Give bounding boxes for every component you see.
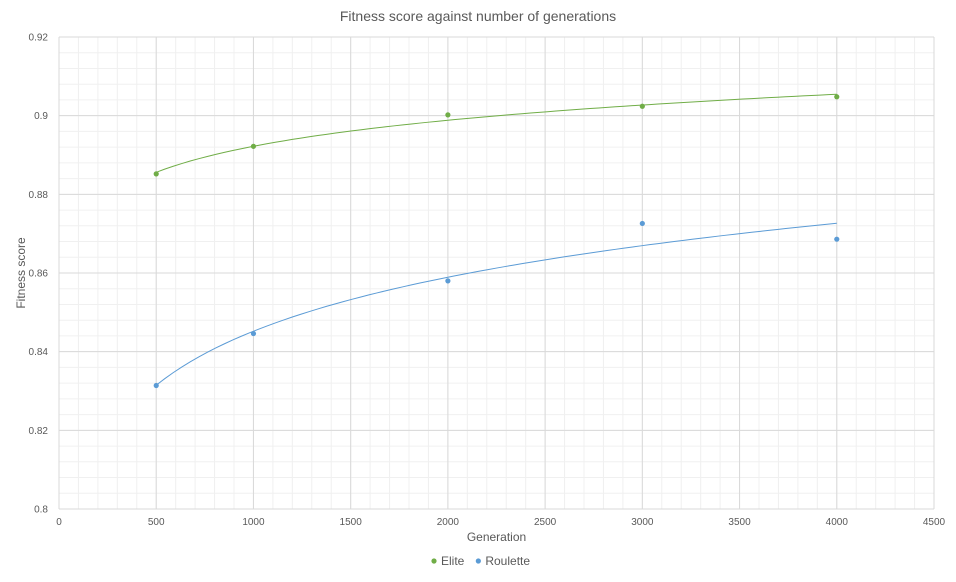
data-point-elite [834,94,840,100]
x-tick-label: 500 [148,517,165,528]
legend-marker-elite [431,558,437,564]
y-axis-label: Fitness score [14,237,28,309]
trendline-roulette [155,222,837,386]
y-tick-label: 0.82 [29,426,49,437]
y-tick-label: 0.84 [29,347,49,358]
x-tick-label: 2500 [534,517,557,528]
data-point-elite [445,112,451,118]
legend-label-elite: Elite [441,554,465,568]
x-tick-label: 2000 [437,517,460,528]
data-point-elite [639,103,645,109]
x-tick-label: 3500 [728,517,751,528]
legend-label-roulette: Roulette [485,554,530,568]
data-point-elite [250,143,257,149]
x-tick-label: 4500 [923,517,946,528]
legend-marker-roulette [475,558,481,564]
data-point-elite [153,171,159,177]
y-tick-label: 0.92 [29,33,49,44]
x-tick-label: 1500 [340,517,363,528]
data-point-roulette [153,382,159,389]
x-tick-label: 3000 [631,517,654,528]
y-tick-label: 0.88 [29,190,49,201]
y-tick-label: 0.86 [29,269,49,280]
x-axis-label: Generation [467,530,526,544]
trendline-elite [156,93,837,173]
chart-title: Fitness score against number of generati… [339,8,617,24]
x-tick-label: 4000 [826,517,849,528]
x-tick-label: 1000 [242,517,265,528]
data-point-roulette [639,220,645,227]
data-point-roulette [834,236,840,242]
data-point-roulette [250,330,257,337]
data-point-roulette [445,278,451,284]
y-tick-label: 0.9 [34,111,48,122]
x-tick-label: 0 [56,517,62,528]
y-tick-label: 0.8 [34,505,48,516]
